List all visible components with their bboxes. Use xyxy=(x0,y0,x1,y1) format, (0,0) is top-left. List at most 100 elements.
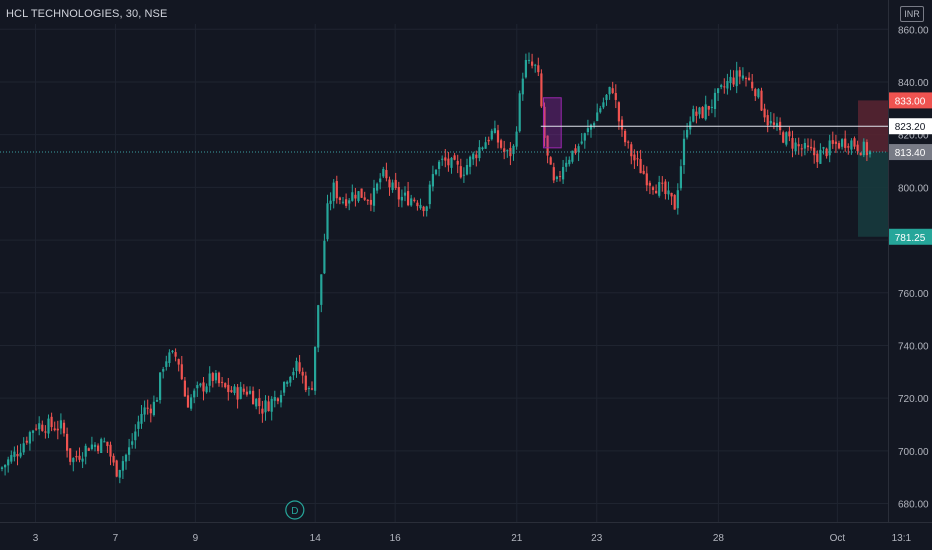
currency-badge[interactable]: INR xyxy=(900,6,924,22)
target-price-label-bg xyxy=(889,92,932,109)
candle-body xyxy=(862,141,865,156)
candle-body xyxy=(518,93,521,132)
candle-body xyxy=(242,388,245,392)
candle-body xyxy=(806,145,810,148)
candle-body xyxy=(385,170,388,179)
candle-body xyxy=(441,158,444,160)
candle-body xyxy=(0,467,4,469)
y-tick-label: 760.00 xyxy=(898,289,929,300)
candle-body xyxy=(227,384,230,393)
candle-body xyxy=(159,372,162,401)
candle-body xyxy=(605,94,608,101)
candle-body xyxy=(366,199,369,201)
candle-body xyxy=(484,142,487,149)
candle-body xyxy=(738,70,741,77)
y-tick-label: 700.00 xyxy=(898,447,929,458)
candle-body xyxy=(410,198,413,206)
candle-body xyxy=(531,61,534,66)
candle-body xyxy=(174,352,177,357)
candle-body xyxy=(837,143,841,149)
candle-body xyxy=(825,148,828,157)
candle-body xyxy=(239,386,242,399)
candle-body xyxy=(273,397,276,401)
candle-body xyxy=(267,401,270,412)
candle-body xyxy=(112,455,115,463)
candle-body xyxy=(425,206,428,211)
candle-body xyxy=(258,397,261,407)
candle-body xyxy=(729,76,732,84)
candle-body xyxy=(593,123,596,126)
candle-body xyxy=(264,400,267,413)
candle-body xyxy=(555,176,558,180)
candle-body xyxy=(574,148,577,154)
candle-body xyxy=(75,456,78,458)
candle-body xyxy=(720,85,723,87)
candle-body xyxy=(13,451,16,457)
y-tick-label: 800.00 xyxy=(898,183,929,194)
candle-body xyxy=(403,192,407,196)
candle-body xyxy=(372,188,376,206)
candle-body xyxy=(400,196,403,201)
candle-body xyxy=(345,199,348,206)
candle-body xyxy=(317,305,320,348)
candle-body xyxy=(261,408,264,414)
candle-body xyxy=(205,386,208,393)
candle-body xyxy=(465,165,469,175)
candle-body xyxy=(217,372,221,384)
candle-body xyxy=(636,158,639,160)
candle-body xyxy=(552,167,555,181)
candle-body xyxy=(834,141,837,144)
candle-body xyxy=(847,146,850,148)
candle-body xyxy=(214,373,217,381)
level-price-label: 823.20 xyxy=(895,122,926,133)
candle-body xyxy=(481,147,484,150)
candle-body xyxy=(276,398,279,402)
candle-body xyxy=(211,373,214,381)
candle-body xyxy=(428,184,431,205)
candle-body xyxy=(844,138,847,148)
candle-body xyxy=(286,381,289,384)
candle-body xyxy=(599,108,602,113)
candle-body xyxy=(571,150,574,162)
x-tick-label: 7 xyxy=(113,533,119,544)
candle-body xyxy=(56,428,59,431)
candle-body xyxy=(348,200,351,204)
candle-body xyxy=(183,380,186,397)
stop-zone xyxy=(858,152,888,237)
x-tick-label: 23 xyxy=(591,533,603,544)
candle-body xyxy=(695,111,698,116)
candle-body xyxy=(323,240,326,274)
candle-body xyxy=(627,141,630,143)
candle-body xyxy=(47,418,50,434)
candle-body xyxy=(692,109,695,122)
candle-body xyxy=(602,102,605,108)
candle-body xyxy=(828,140,831,156)
candle-body xyxy=(620,119,624,130)
candle-body xyxy=(53,428,56,431)
candle-body xyxy=(332,182,335,202)
candle-body xyxy=(245,391,248,395)
candle-body xyxy=(754,89,757,97)
candle-body xyxy=(31,430,35,433)
candle-body xyxy=(394,179,397,189)
candle-body xyxy=(701,107,704,118)
candle-body xyxy=(462,174,465,176)
candle-body xyxy=(41,424,44,431)
candle-body xyxy=(38,423,41,430)
candle-body xyxy=(624,130,627,143)
candle-body xyxy=(751,81,754,89)
candle-body xyxy=(72,458,75,463)
last-price-label: 813.40 xyxy=(895,148,926,159)
candle-body xyxy=(152,401,155,416)
candle-body xyxy=(704,104,707,120)
candle-body xyxy=(341,201,345,203)
candle-body xyxy=(438,161,441,169)
candle-body xyxy=(35,428,38,430)
candle-body xyxy=(236,387,239,400)
candle-body xyxy=(16,453,19,457)
candle-body xyxy=(252,390,255,405)
candle-body xyxy=(118,469,121,478)
candle-body xyxy=(487,139,490,142)
